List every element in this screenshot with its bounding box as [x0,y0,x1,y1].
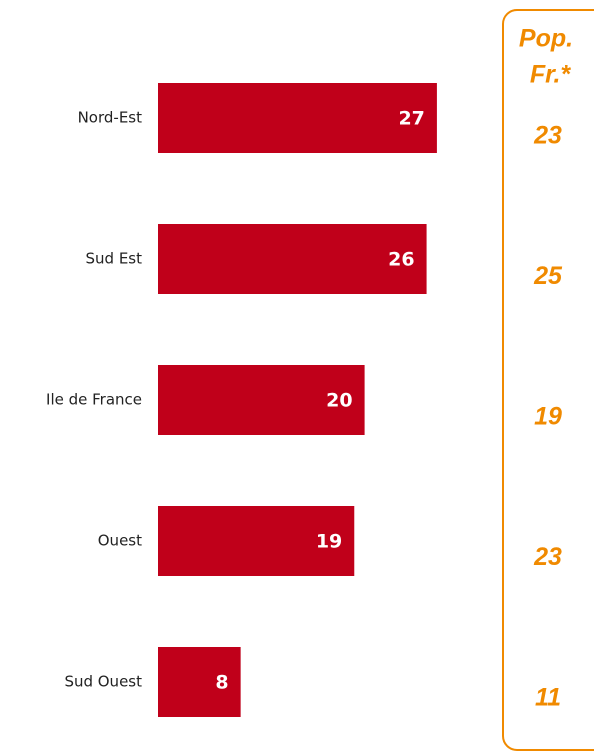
category-label: Ouest [98,532,142,550]
value-label: 20 [326,390,352,412]
bar [158,224,427,294]
comparison-value: 23 [533,122,562,150]
category-label: Nord-Est [78,109,143,127]
category-label: Sud Ouest [64,673,142,691]
comparison-title: Fr.* [530,61,572,89]
bar [158,647,241,717]
value-label: 27 [398,108,424,130]
comparison-title: Pop. [519,25,573,53]
value-label: 26 [388,249,414,271]
bar [158,506,355,576]
value-label: 8 [215,672,228,694]
comparison-value: 23 [533,543,562,571]
value-label: 19 [316,531,342,553]
comparison-value: 25 [533,262,563,290]
bar [158,365,365,435]
category-label: Sud Est [86,250,143,268]
comparison-value: 11 [535,684,561,712]
bar [158,83,437,153]
category-label: Ile de France [46,391,142,409]
comparison-frame [502,9,594,751]
comparison-value: 19 [534,403,562,431]
